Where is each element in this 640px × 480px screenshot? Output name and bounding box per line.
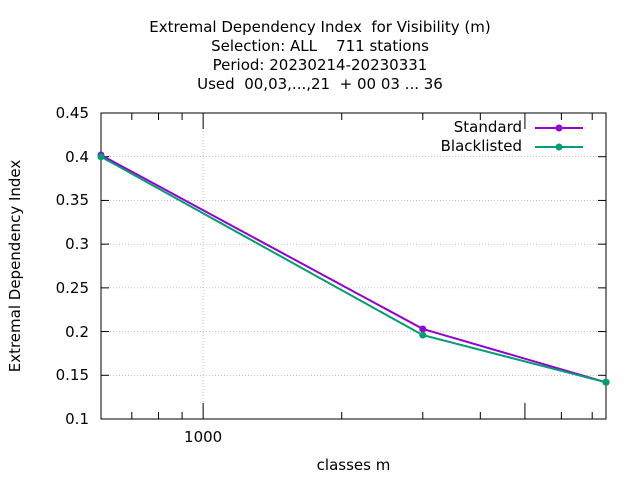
data-point <box>419 331 427 339</box>
grid-lines <box>101 113 606 419</box>
y-axis-label: Extremal Dependency Index <box>6 159 24 373</box>
y-tick-label: 0.35 <box>55 191 89 210</box>
legend-marker <box>555 124 563 132</box>
axis-ticks <box>101 112 606 420</box>
data-point <box>602 378 610 386</box>
y-tick-label: 0.3 <box>65 235 89 254</box>
legend <box>535 124 583 151</box>
legend-marker <box>555 143 563 151</box>
title-line-2: Selection: ALL 711 stations <box>211 37 429 55</box>
y-tick-label: 0.4 <box>65 147 89 166</box>
title-line-4: Used 00,03,...,21 + 00 03 ... 36 <box>197 75 443 93</box>
series-layer <box>97 151 610 386</box>
series-line <box>100 155 607 384</box>
legend-label: Standard <box>453 118 522 136</box>
y-tick-label: 0.15 <box>55 366 89 385</box>
x-tick-label: 1000 <box>184 428 223 446</box>
data-point <box>419 325 427 333</box>
series-line <box>100 154 607 384</box>
y-tick-label: 0.1 <box>65 410 89 428</box>
legend-label: Blacklisted <box>440 137 522 155</box>
x-axis-label: classes m <box>316 456 391 474</box>
plot-frame <box>100 112 607 420</box>
y-tick-label: 0.2 <box>65 322 89 341</box>
y-tick-label: 0.25 <box>55 278 89 297</box>
y-tick-label: 0.45 <box>55 104 89 122</box>
data-point <box>97 153 105 161</box>
title-line-1: Extremal Dependency Index for Visibility… <box>149 18 491 36</box>
title-line-3: Period: 20230214-20230331 <box>212 56 428 74</box>
